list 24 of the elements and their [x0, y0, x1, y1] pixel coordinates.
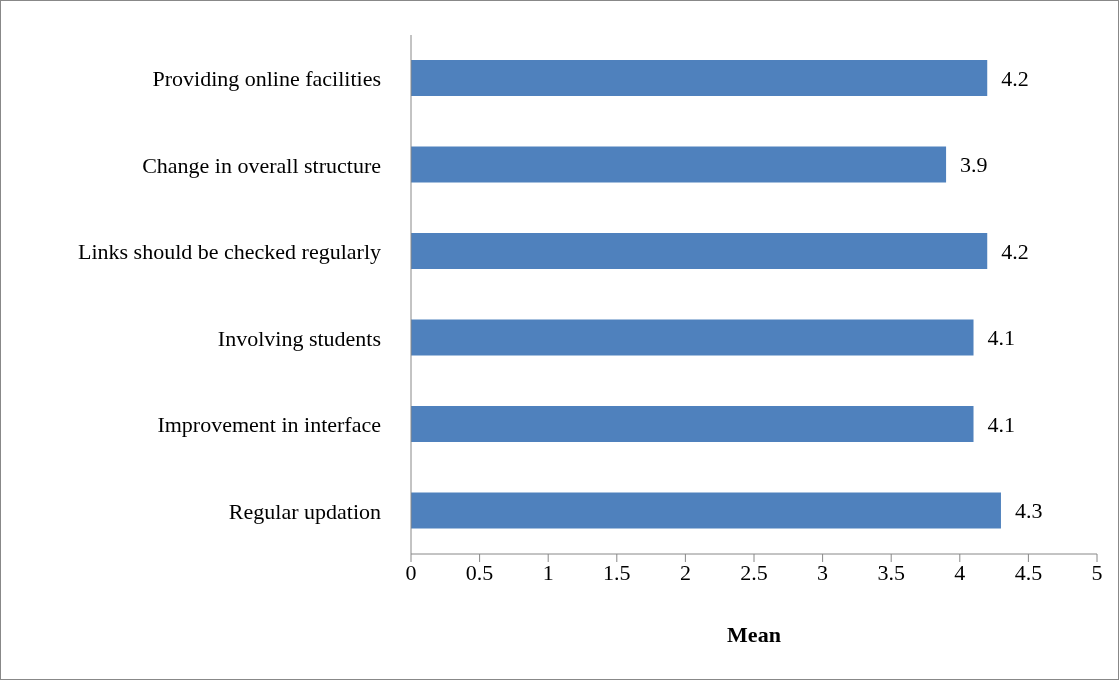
x-tick-label: 1.5	[603, 559, 631, 585]
data-label: 4.2	[1001, 65, 1029, 91]
data-label: 4.1	[987, 411, 1016, 437]
y-tick-label: Involving students	[217, 325, 381, 351]
data-label: 4.2	[1001, 238, 1029, 264]
x-tick-label: 2.5	[740, 559, 768, 585]
y-tick-label: Regular updation	[228, 498, 381, 524]
x-tick-label: 4.5	[1014, 559, 1043, 585]
y-tick-label: Improvement in interface	[157, 412, 381, 438]
y-tick-label: Links should be checked regularly	[77, 239, 381, 265]
x-tick-label: 5	[1091, 559, 1103, 585]
x-tick-label: 0.5	[465, 559, 494, 585]
x-tick-label: 4	[954, 559, 966, 585]
x-tick-label: 3.5	[877, 559, 905, 585]
x-tick-label: 0	[405, 559, 417, 585]
x-axis-title: Mean	[727, 621, 781, 647]
x-tick-label: 3	[817, 559, 829, 585]
x-tick-label: 2	[679, 559, 691, 585]
y-tick-label: Providing online facilities	[152, 66, 381, 92]
data-label: 4.1	[987, 325, 1016, 351]
y-tick-label: Change in overall structure	[142, 152, 381, 178]
data-label: 4.3	[1014, 498, 1043, 524]
x-tick-label: 1	[542, 559, 554, 585]
data-label: 3.9	[960, 152, 988, 178]
